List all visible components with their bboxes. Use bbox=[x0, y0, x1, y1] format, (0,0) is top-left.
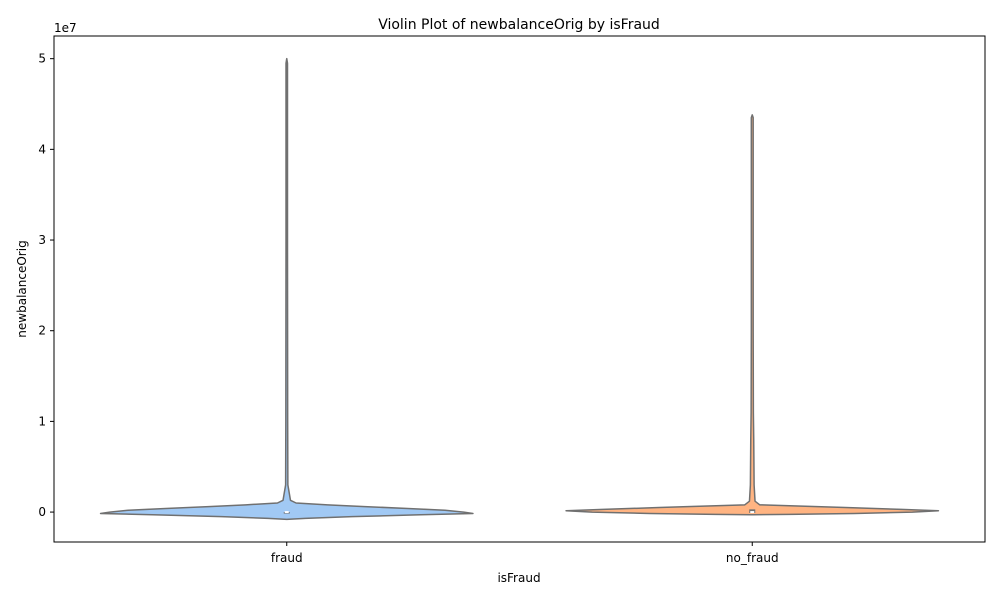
x-tick-label: fraud bbox=[271, 551, 303, 565]
y-tick-label: 1 bbox=[38, 414, 46, 428]
y-tick-label: 4 bbox=[38, 142, 46, 156]
x-axis-ticks: fraud no_fraud bbox=[271, 542, 779, 565]
x-axis-label: isFraud bbox=[497, 571, 540, 585]
violin-fraud bbox=[99, 57, 474, 521]
median-marker-no_fraud bbox=[750, 511, 755, 514]
median-marker-fraud bbox=[284, 511, 289, 514]
chart-title: Violin Plot of newbalanceOrig by isFraud bbox=[378, 17, 660, 33]
y-tick-label: 2 bbox=[38, 324, 46, 338]
y-tick-label: 5 bbox=[38, 52, 46, 66]
x-tick-label: no_fraud bbox=[726, 551, 779, 565]
y-axis-ticks: 0 1 2 3 4 5 bbox=[38, 52, 54, 519]
y-axis-offset-label: 1e7 bbox=[54, 21, 77, 35]
violin-no_fraud bbox=[565, 114, 940, 516]
violins-group bbox=[99, 57, 940, 521]
y-tick-label: 0 bbox=[38, 505, 46, 519]
y-axis-label: newbalanceOrig bbox=[15, 240, 29, 337]
y-tick-label: 3 bbox=[38, 233, 46, 247]
plot-area-frame bbox=[53, 35, 986, 543]
